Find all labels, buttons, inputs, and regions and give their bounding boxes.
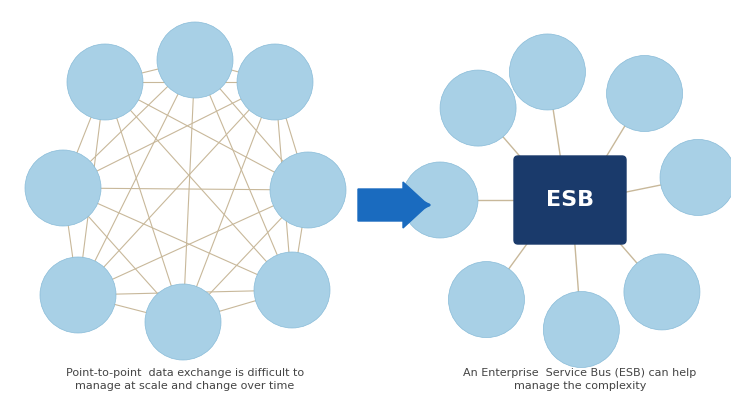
Circle shape <box>448 261 524 337</box>
Circle shape <box>145 284 221 360</box>
Circle shape <box>510 34 586 110</box>
Circle shape <box>607 55 683 131</box>
FancyArrow shape <box>358 182 428 228</box>
Circle shape <box>660 140 731 216</box>
Circle shape <box>40 257 116 333</box>
Text: ESB: ESB <box>546 190 594 210</box>
Circle shape <box>237 44 313 120</box>
Circle shape <box>157 22 233 98</box>
Circle shape <box>543 292 619 368</box>
Circle shape <box>270 152 346 228</box>
FancyBboxPatch shape <box>514 156 626 244</box>
Circle shape <box>25 150 101 226</box>
Text: An Enterprise  Service Bus (ESB) can help
manage the complexity: An Enterprise Service Bus (ESB) can help… <box>463 368 697 391</box>
Text: Point-to-point  data exchange is difficult to
manage at scale and change over ti: Point-to-point data exchange is difficul… <box>66 368 304 391</box>
Circle shape <box>67 44 143 120</box>
Circle shape <box>624 254 700 330</box>
Circle shape <box>440 70 516 146</box>
Circle shape <box>254 252 330 328</box>
Circle shape <box>402 162 478 238</box>
